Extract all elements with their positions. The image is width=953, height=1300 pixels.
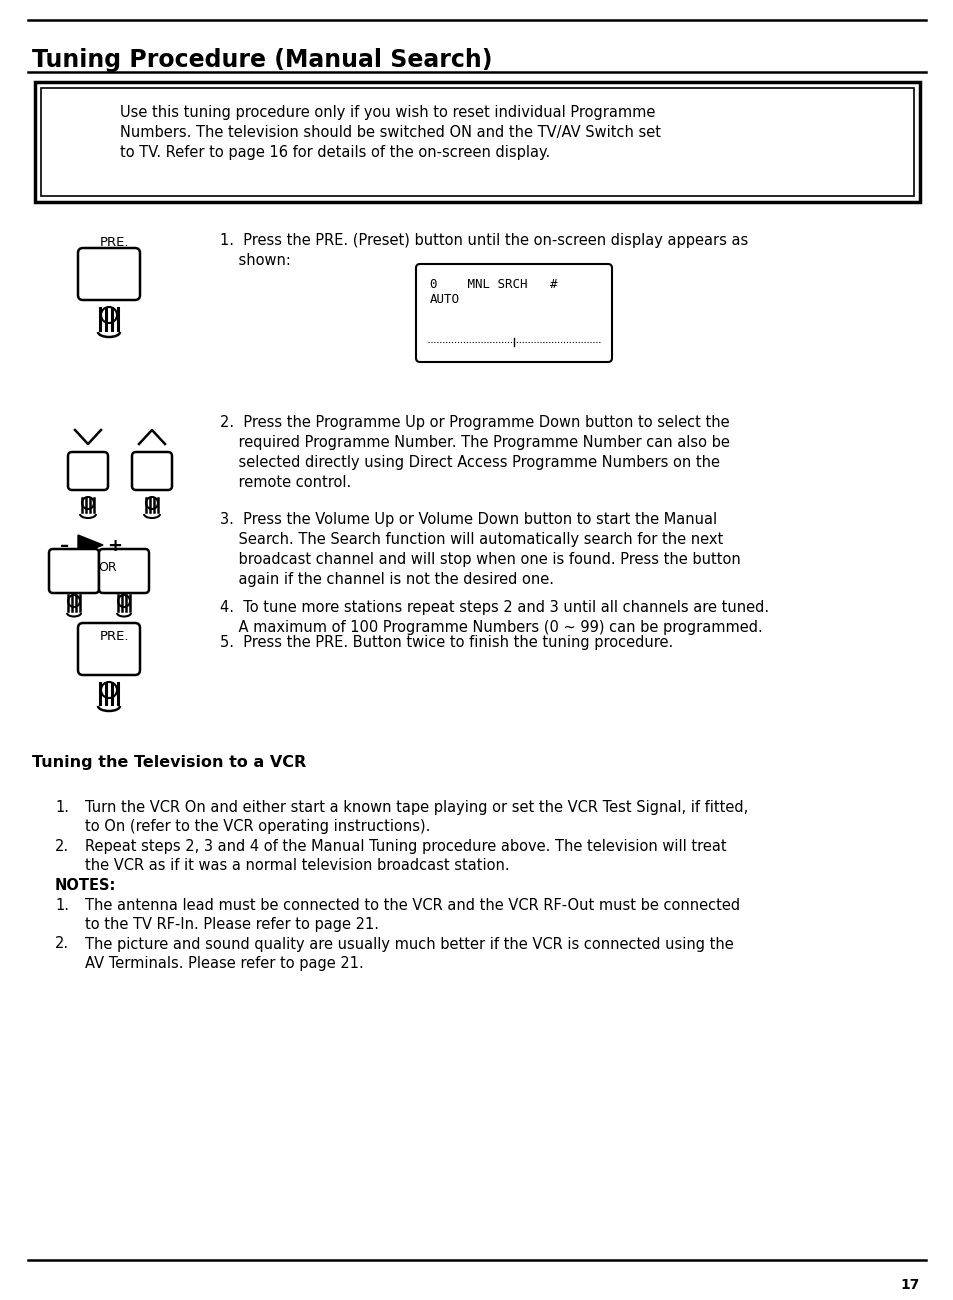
Text: 2.  Press the Programme Up or Programme Down button to select the: 2. Press the Programme Up or Programme D… [220,415,729,430]
Text: –: – [60,537,69,555]
Bar [41,88,913,196]
Text: shown:: shown: [220,254,291,268]
Text: the VCR as if it was a normal television broadcast station.: the VCR as if it was a normal television… [85,858,509,874]
FancyBboxPatch shape [49,549,99,593]
Text: Tuning Procedure (Manual Search): Tuning Procedure (Manual Search) [32,48,492,72]
Text: Use this tuning procedure only if you wish to reset individual Programme: Use this tuning procedure only if you wi… [120,105,655,120]
Text: selected directly using Direct Access Programme Numbers on the: selected directly using Direct Access Pr… [220,455,720,471]
Polygon shape [78,536,103,555]
FancyBboxPatch shape [78,623,140,675]
Text: 17: 17 [900,1278,919,1292]
FancyBboxPatch shape [132,452,172,490]
Text: The picture and sound quality are usually much better if the VCR is connected us: The picture and sound quality are usuall… [85,936,733,952]
Text: again if the channel is not the desired one.: again if the channel is not the desired … [220,572,554,588]
Text: Numbers. The television should be switched ON and the TV/AV Switch set: Numbers. The television should be switch… [120,125,660,140]
Text: 2.: 2. [55,936,69,952]
Text: remote control.: remote control. [220,474,351,490]
Text: +: + [107,537,122,555]
Text: Search. The Search function will automatically search for the next: Search. The Search function will automat… [220,532,722,547]
FancyBboxPatch shape [68,452,108,490]
Text: OR: OR [98,562,116,575]
Text: AV Terminals. Please refer to page 21.: AV Terminals. Please refer to page 21. [85,956,363,971]
Text: NOTES:: NOTES: [55,878,116,893]
Text: 2.: 2. [55,838,69,854]
Text: PRE.: PRE. [100,237,130,250]
Text: to TV. Refer to page 16 for details of the on-screen display.: to TV. Refer to page 16 for details of t… [120,146,550,160]
Text: Repeat steps 2, 3 and 4 of the Manual Tuning procedure above. The television wil: Repeat steps 2, 3 and 4 of the Manual Tu… [85,838,726,854]
Text: PRE.: PRE. [100,630,130,644]
FancyBboxPatch shape [78,248,140,300]
Bar [35,82,919,202]
Text: 1.  Press the PRE. (Preset) button until the on-screen display appears as: 1. Press the PRE. (Preset) button until … [220,233,747,248]
Text: required Programme Number. The Programme Number can also be: required Programme Number. The Programme… [220,436,729,450]
Text: The antenna lead must be connected to the VCR and the VCR RF-Out must be connect: The antenna lead must be connected to th… [85,897,740,913]
Text: Tuning the Television to a VCR: Tuning the Television to a VCR [32,755,306,770]
Text: broadcast channel and will stop when one is found. Press the button: broadcast channel and will stop when one… [220,552,740,567]
Text: AUTO: AUTO [430,292,459,306]
Text: A maximum of 100 Programme Numbers (0 ~ 99) can be programmed.: A maximum of 100 Programme Numbers (0 ~ … [220,620,762,634]
FancyBboxPatch shape [416,264,612,361]
Text: 1.: 1. [55,800,69,815]
Text: 3.  Press the Volume Up or Volume Down button to start the Manual: 3. Press the Volume Up or Volume Down bu… [220,512,717,527]
Text: 5.  Press the PRE. Button twice to finish the tuning procedure.: 5. Press the PRE. Button twice to finish… [220,634,673,650]
FancyBboxPatch shape [99,549,149,593]
Text: to On (refer to the VCR operating instructions).: to On (refer to the VCR operating instru… [85,819,430,835]
Text: 0    MNL SRCH   #: 0 MNL SRCH # [430,278,557,291]
Text: 1.: 1. [55,897,69,913]
Text: 4.  To tune more stations repeat steps 2 and 3 until all channels are tuned.: 4. To tune more stations repeat steps 2 … [220,601,768,615]
Text: Turn the VCR On and either start a known tape playing or set the VCR Test Signal: Turn the VCR On and either start a known… [85,800,747,815]
Text: to the TV RF-In. Please refer to page 21.: to the TV RF-In. Please refer to page 21… [85,916,378,932]
